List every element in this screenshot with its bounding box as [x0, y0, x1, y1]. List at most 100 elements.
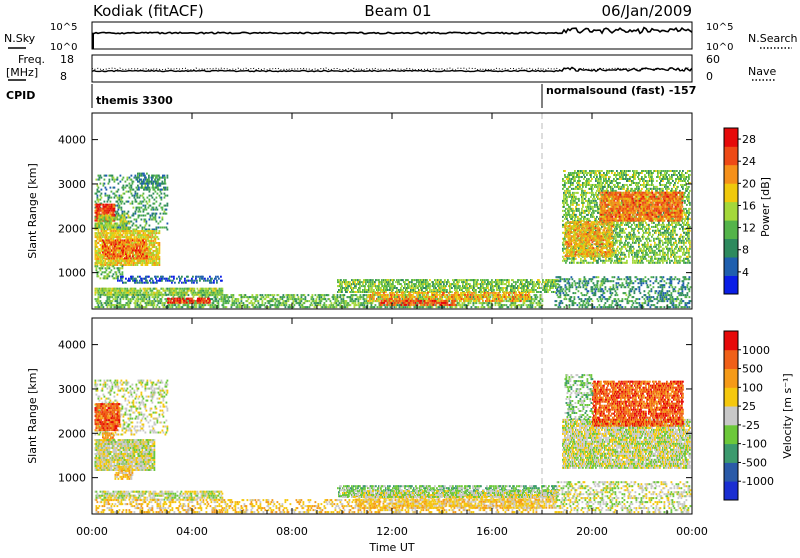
range-cell	[151, 248, 153, 250]
range-cell	[140, 298, 142, 300]
range-cell	[146, 249, 148, 251]
range-cell	[379, 283, 381, 285]
range-cell	[168, 294, 170, 296]
range-cell	[145, 288, 147, 290]
range-cell	[137, 302, 139, 304]
range-cell	[153, 209, 155, 211]
range-cell	[185, 282, 187, 284]
range-cell	[463, 279, 465, 281]
range-cell	[125, 253, 127, 255]
range-cell	[360, 298, 362, 300]
range-cell	[272, 298, 274, 300]
range-cell	[504, 279, 506, 281]
range-cell	[156, 280, 158, 282]
range-cell	[100, 296, 102, 298]
range-cell	[547, 285, 549, 287]
range-cell	[115, 253, 117, 255]
station-title: Kodiak (fitACF)	[93, 2, 204, 20]
range-cell	[141, 290, 143, 292]
range-cell	[120, 253, 122, 255]
range-cell	[115, 227, 117, 229]
range-cell	[141, 219, 143, 221]
range-cell	[199, 278, 201, 280]
range-cell	[154, 199, 156, 201]
range-cell	[178, 282, 180, 284]
range-cell	[120, 181, 122, 183]
range-cell	[223, 300, 225, 302]
range-cell	[119, 199, 121, 201]
range-cell	[113, 241, 115, 243]
range-cell	[194, 288, 196, 290]
range-cell	[120, 175, 122, 177]
range-cell	[367, 302, 369, 304]
range-cell	[451, 291, 453, 293]
range-cell	[148, 262, 150, 264]
range-cell	[96, 267, 98, 269]
range-cell	[170, 300, 172, 302]
range-cell	[521, 281, 523, 283]
range-cell	[262, 300, 264, 302]
range-cell	[202, 276, 204, 278]
range-cell	[233, 294, 235, 296]
range-cell	[151, 302, 153, 304]
range-cell	[97, 265, 99, 267]
range-cell	[111, 241, 113, 243]
range-cell	[447, 279, 449, 281]
range-cell	[116, 234, 118, 236]
range-cell	[396, 287, 398, 289]
range-cell	[421, 287, 423, 289]
range-cell	[392, 283, 394, 285]
range-cell	[298, 296, 300, 298]
range-cell	[99, 292, 101, 294]
range-cell	[301, 296, 303, 298]
range-cell	[99, 177, 101, 179]
range-cell	[538, 279, 540, 281]
range-cell	[113, 247, 115, 249]
range-cell	[184, 302, 186, 304]
range-cell	[108, 219, 110, 221]
range-cell	[145, 294, 147, 296]
range-cell	[96, 244, 98, 246]
range-cell	[197, 288, 199, 290]
range-cell	[117, 225, 119, 227]
range-cell	[165, 290, 167, 292]
range-cell	[214, 306, 216, 308]
range-cell	[108, 249, 110, 251]
range-cell	[257, 296, 259, 298]
range-cell	[135, 282, 137, 284]
range-cell	[440, 283, 442, 285]
date-title: 06/Jan/2009	[602, 2, 693, 20]
range-cell	[118, 213, 120, 215]
range-cell	[131, 264, 133, 266]
range-cell	[147, 203, 149, 205]
range-cell	[344, 294, 346, 296]
range-cell	[141, 296, 143, 298]
range-cell	[98, 298, 100, 300]
range-cell	[213, 290, 215, 292]
range-cell	[377, 306, 379, 308]
range-cell	[364, 306, 366, 308]
range-cell	[508, 281, 510, 283]
range-cell	[131, 185, 133, 187]
range-cell	[356, 304, 358, 306]
range-cell	[136, 221, 138, 223]
range-cell	[255, 296, 257, 298]
range-cell	[346, 300, 348, 302]
range-cell	[234, 304, 236, 306]
range-cell	[528, 285, 530, 287]
range-cell	[420, 306, 422, 308]
range-cell	[139, 276, 141, 278]
range-cell	[389, 281, 391, 283]
range-cell	[177, 300, 179, 302]
range-cell	[152, 234, 154, 236]
range-cell	[221, 280, 223, 282]
range-cell	[100, 252, 102, 254]
range-cell	[123, 189, 125, 191]
range-cell	[539, 304, 541, 306]
range-cell	[158, 189, 160, 191]
range-cell	[308, 294, 310, 296]
range-cell	[490, 287, 492, 289]
range-cell	[139, 203, 141, 205]
range-cell	[453, 281, 455, 283]
range-cell	[95, 217, 97, 219]
